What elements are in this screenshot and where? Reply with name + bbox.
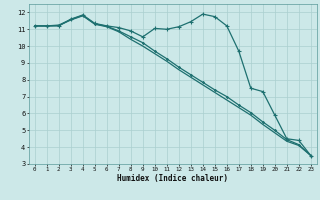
X-axis label: Humidex (Indice chaleur): Humidex (Indice chaleur) — [117, 174, 228, 183]
